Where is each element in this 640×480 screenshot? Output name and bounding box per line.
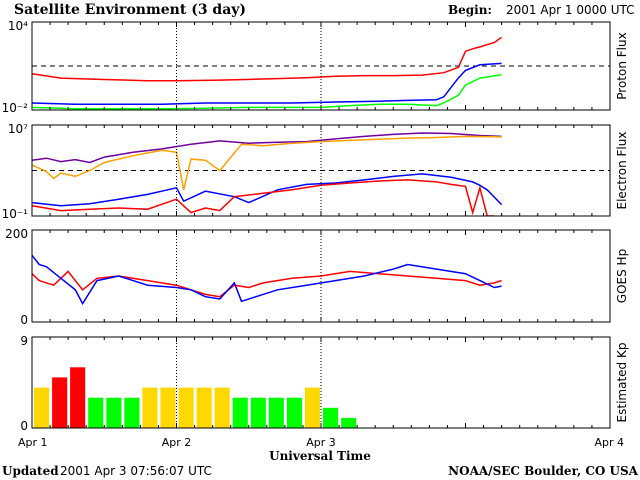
electron-flux-ytick-top: 10⁷: [8, 122, 28, 136]
goes-hp-series-blue: [32, 254, 502, 306]
kp-bar: [214, 387, 230, 428]
x-tick-label: Apr 2: [162, 436, 192, 449]
x-tick-label: Apr 4: [594, 436, 624, 449]
electron-flux-ytick-bottom: 10⁻¹: [2, 207, 29, 221]
kp-bar: [286, 397, 302, 428]
goes-hp-plot-area: [32, 254, 502, 306]
credit: NOAA/SEC Boulder, CO USA: [448, 464, 639, 478]
goes-hp-ytick-bottom: 0: [20, 313, 28, 327]
kp-bar: [250, 397, 266, 428]
x-tick-label: Apr 3: [306, 436, 336, 449]
kp-bar: [70, 367, 86, 428]
updated-label: Updated: [2, 464, 59, 478]
kp-bar: [178, 387, 194, 428]
updated-value: 2001 Apr 3 07:56:07 UTC: [60, 464, 212, 478]
x-axis-label: Universal Time: [269, 449, 371, 463]
goes-hp-ylabel: GOES Hp: [615, 249, 629, 303]
kp-bar: [268, 397, 284, 428]
kp-bar: [124, 397, 140, 428]
kp-bar: [160, 387, 176, 428]
proton-flux-plot-area: [32, 36, 610, 110]
kp-bar: [196, 387, 212, 428]
proton-flux-ytick-top: 10⁴: [8, 19, 28, 33]
kp-bar: [232, 397, 248, 428]
proton-flux-ylabel: Proton Flux: [615, 32, 629, 99]
electron-flux-ylabel: Electron Flux: [615, 132, 629, 210]
electron-flux-panel: 10⁷ 10⁻¹ Electron Flux: [2, 122, 629, 221]
goes-hp-panel: 200 0 GOES Hp: [5, 227, 629, 327]
goes-hp-ytick-top: 200: [5, 227, 28, 241]
goes-hp-series-red: [32, 270, 502, 298]
x-tick-label: Apr 1: [18, 436, 48, 449]
electron-flux-series-red: [32, 179, 495, 216]
kp-bar: [341, 417, 357, 428]
begin-label: Begin:: [448, 3, 492, 17]
estimated-kp-ytick-bottom: 0: [20, 419, 28, 433]
estimated-kp-plot-area: [34, 367, 357, 428]
kp-bar: [52, 377, 68, 428]
proton-flux-series-red: [32, 36, 503, 82]
chart-title: Satellite Environment (3 day): [14, 2, 246, 18]
proton-flux-ytick-bottom: 10⁻²: [2, 101, 29, 115]
begin-value: 2001 Apr 1 0000 UTC: [506, 3, 635, 17]
electron-flux-series-orange: [32, 135, 502, 190]
kp-bar: [34, 387, 50, 428]
kp-bar: [106, 397, 122, 428]
kp-bar: [142, 387, 158, 428]
estimated-kp-ylabel: Estimated Kp: [615, 343, 629, 423]
proton-flux-series-green: [32, 74, 502, 110]
proton-flux-panel: 10⁴ 10⁻² Proton Flux: [2, 19, 629, 115]
x-axis: Apr 1 Apr 2 Apr 3 Apr 4: [18, 436, 624, 449]
kp-bar: [304, 387, 320, 428]
electron-flux-series-blue: [32, 173, 503, 207]
panels: 10⁴ 10⁻² Proton Flux 10⁷ 10⁻¹ Electron Flux 20…: [2, 19, 629, 433]
electron-flux-series-purple: [32, 132, 502, 164]
kp-bar: [88, 397, 104, 428]
estimated-kp-panel: 9 0 Estimated Kp: [20, 334, 629, 433]
kp-bar: [323, 407, 339, 428]
proton-flux-series-blue: [32, 62, 502, 105]
estimated-kp-ytick-top: 9: [20, 334, 28, 348]
